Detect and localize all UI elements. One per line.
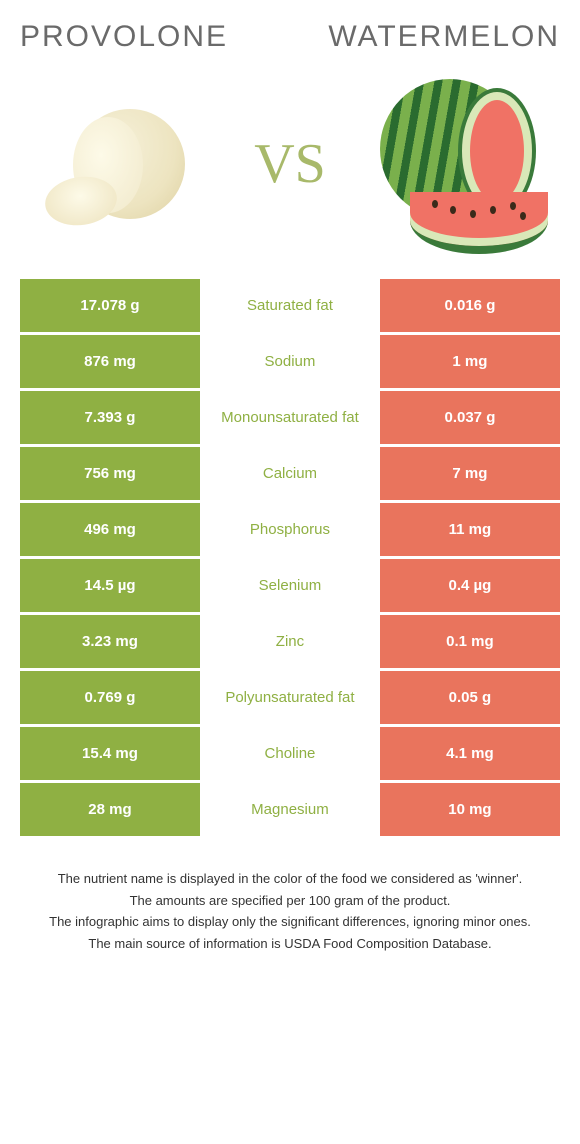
table-row: 15.4 mgCholine4.1 mg bbox=[20, 727, 560, 783]
right-value: 0.037 g bbox=[380, 391, 560, 447]
vs-label: VS bbox=[254, 132, 326, 196]
left-value: 17.078 g bbox=[20, 279, 200, 335]
right-value: 0.4 µg bbox=[380, 559, 560, 615]
nutrient-name: Sodium bbox=[200, 335, 380, 391]
note-line: The main source of information is USDA F… bbox=[36, 934, 544, 954]
note-line: The amounts are specified per 100 gram o… bbox=[36, 891, 544, 911]
left-food-title: PROVOLONE bbox=[20, 20, 228, 54]
table-row: 17.078 gSaturated fat0.016 g bbox=[20, 279, 560, 335]
right-value: 11 mg bbox=[380, 503, 560, 559]
note-line: The nutrient name is displayed in the co… bbox=[36, 869, 544, 889]
nutrient-name: Monounsaturated fat bbox=[200, 391, 380, 447]
right-value: 1 mg bbox=[380, 335, 560, 391]
table-row: 0.769 gPolyunsaturated fat0.05 g bbox=[20, 671, 560, 727]
note-line: The infographic aims to display only the… bbox=[36, 912, 544, 932]
left-value: 7.393 g bbox=[20, 391, 200, 447]
table-row: 7.393 gMonounsaturated fat0.037 g bbox=[20, 391, 560, 447]
provolone-icon bbox=[45, 99, 195, 229]
left-value: 756 mg bbox=[20, 447, 200, 503]
nutrient-name: Choline bbox=[200, 727, 380, 783]
table-row: 496 mgPhosphorus11 mg bbox=[20, 503, 560, 559]
right-value: 4.1 mg bbox=[380, 727, 560, 783]
left-value: 28 mg bbox=[20, 783, 200, 839]
infographic-container: PROVOLONE WATERMELON VS 17.078 gSaturate… bbox=[0, 0, 580, 975]
right-value: 0.016 g bbox=[380, 279, 560, 335]
table-row: 3.23 mgZinc0.1 mg bbox=[20, 615, 560, 671]
notes: The nutrient name is displayed in the co… bbox=[20, 869, 560, 953]
table-row: 28 mgMagnesium10 mg bbox=[20, 783, 560, 839]
right-value: 0.05 g bbox=[380, 671, 560, 727]
left-value: 496 mg bbox=[20, 503, 200, 559]
table-row: 14.5 µgSelenium0.4 µg bbox=[20, 559, 560, 615]
right-food-image bbox=[370, 74, 550, 254]
table-row: 756 mgCalcium7 mg bbox=[20, 447, 560, 503]
left-food-image bbox=[30, 74, 210, 254]
right-value: 7 mg bbox=[380, 447, 560, 503]
left-value: 0.769 g bbox=[20, 671, 200, 727]
watermelon-icon bbox=[370, 74, 550, 254]
right-value: 10 mg bbox=[380, 783, 560, 839]
nutrient-name: Zinc bbox=[200, 615, 380, 671]
right-food-title: WATERMELON bbox=[328, 20, 560, 54]
left-value: 3.23 mg bbox=[20, 615, 200, 671]
nutrient-name: Magnesium bbox=[200, 783, 380, 839]
left-value: 14.5 µg bbox=[20, 559, 200, 615]
table-row: 876 mgSodium1 mg bbox=[20, 335, 560, 391]
nutrient-table: 17.078 gSaturated fat0.016 g876 mgSodium… bbox=[20, 279, 560, 839]
left-value: 15.4 mg bbox=[20, 727, 200, 783]
right-value: 0.1 mg bbox=[380, 615, 560, 671]
nutrient-name: Calcium bbox=[200, 447, 380, 503]
nutrient-name: Selenium bbox=[200, 559, 380, 615]
nutrient-name: Saturated fat bbox=[200, 279, 380, 335]
nutrient-name: Phosphorus bbox=[200, 503, 380, 559]
images-row: VS bbox=[20, 74, 560, 254]
header: PROVOLONE WATERMELON bbox=[20, 20, 560, 54]
left-value: 876 mg bbox=[20, 335, 200, 391]
nutrient-name: Polyunsaturated fat bbox=[200, 671, 380, 727]
